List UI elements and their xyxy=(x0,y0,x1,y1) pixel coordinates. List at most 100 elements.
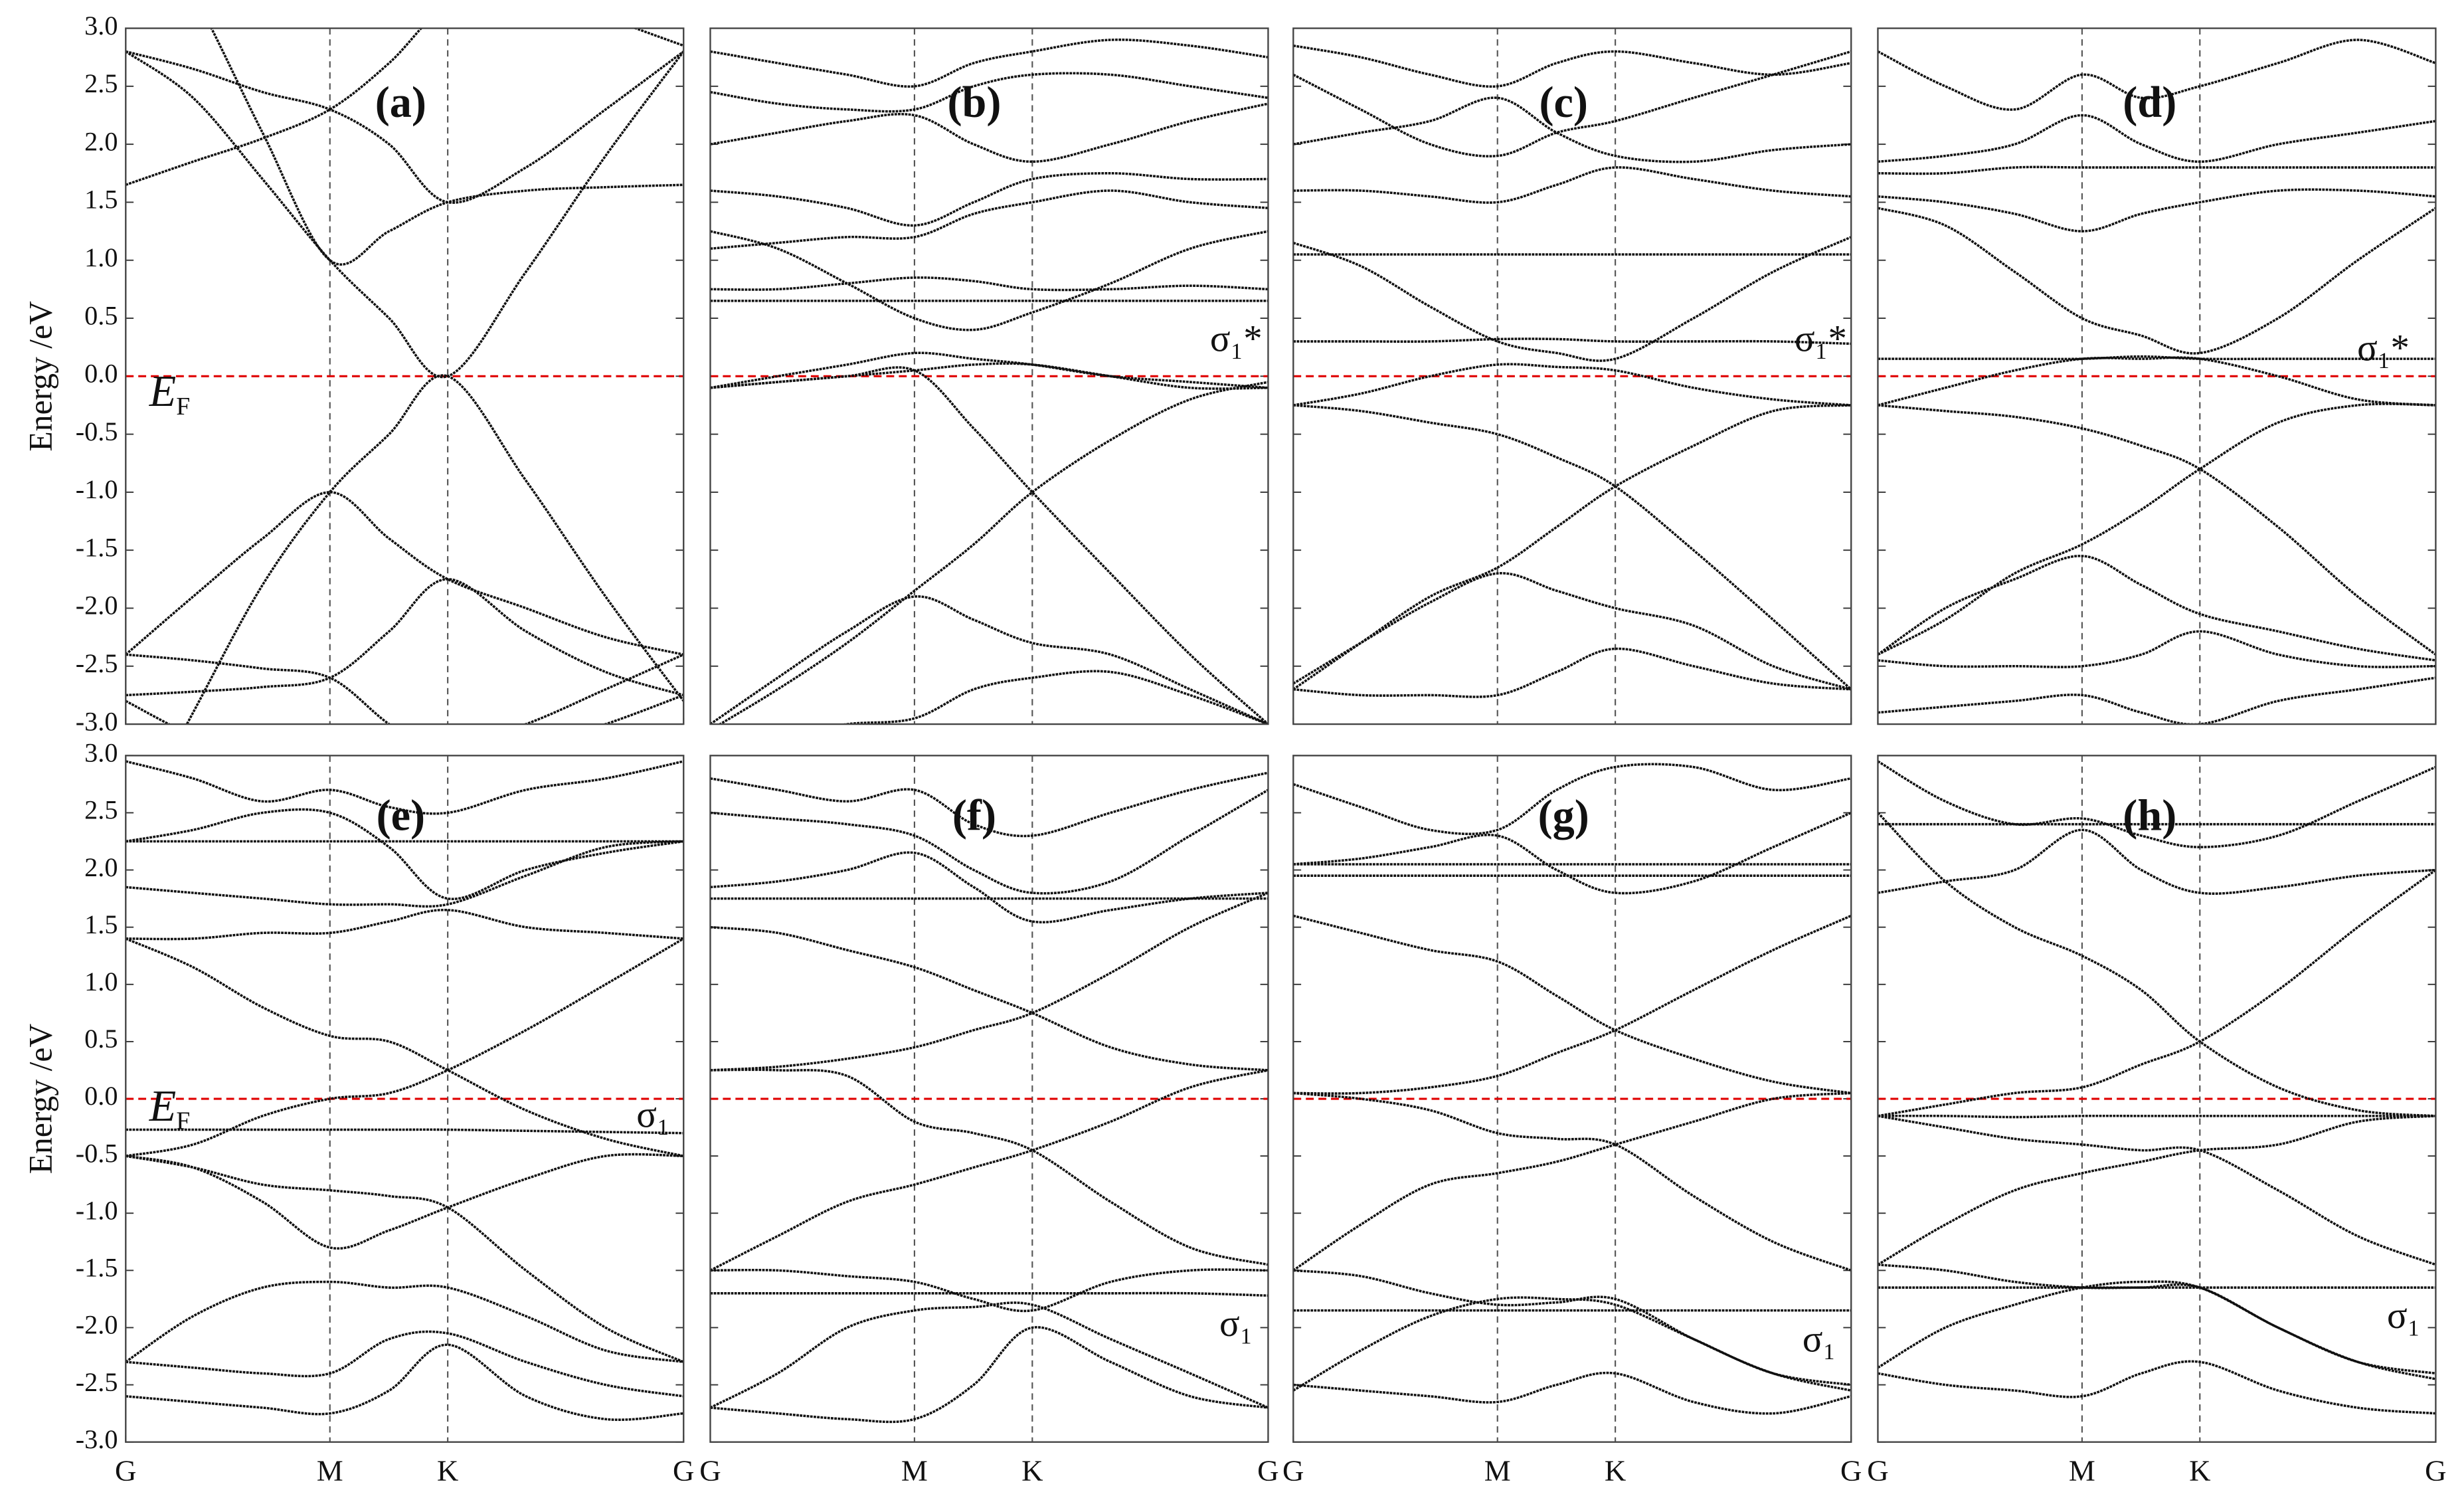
band xyxy=(1878,1114,2436,1119)
band xyxy=(126,937,684,1157)
band xyxy=(710,1291,1269,1297)
band xyxy=(1878,114,2436,163)
annotation: σ₁* xyxy=(2357,328,2410,369)
band xyxy=(1293,572,1852,691)
y-axis-title: Energy /eV xyxy=(23,1024,59,1175)
band xyxy=(126,578,684,697)
band xyxy=(710,1069,1269,1272)
band xyxy=(126,840,684,908)
annotation-text: σ₁ xyxy=(1803,1319,1836,1361)
x-tick-label: K xyxy=(1605,1454,1626,1487)
bands xyxy=(710,771,1269,1424)
band xyxy=(126,1153,684,1250)
band xyxy=(710,1268,1269,1313)
x-tick-label: M xyxy=(2069,1454,2095,1487)
band xyxy=(126,50,684,379)
y-tick-label: 2.5 xyxy=(84,68,118,98)
band xyxy=(1293,45,1852,88)
y-tick-label: -0.5 xyxy=(76,417,118,446)
panel-label: (e) xyxy=(377,792,426,840)
y-axis-title: Energy /eV xyxy=(23,301,59,452)
band xyxy=(1293,404,1852,691)
y-tick-label: 0.0 xyxy=(84,1081,118,1111)
band xyxy=(710,851,1269,923)
band xyxy=(126,1343,684,1421)
band xyxy=(126,937,684,1157)
y-tick-label: 2.0 xyxy=(84,852,118,882)
band xyxy=(710,351,1269,389)
band xyxy=(126,50,684,204)
band xyxy=(710,925,1269,1072)
bands xyxy=(126,760,684,1421)
y-tick-label: 3.0 xyxy=(84,11,118,41)
band xyxy=(1293,166,1852,204)
band xyxy=(710,366,1269,725)
band xyxy=(1878,188,2436,233)
annotation-text: σ₁* xyxy=(2357,328,2410,369)
band xyxy=(126,1155,684,1363)
band xyxy=(126,653,684,725)
panel: (d) σ₁* xyxy=(1877,27,2437,725)
band xyxy=(710,1301,1269,1409)
panel-label: (f) xyxy=(952,792,996,840)
band xyxy=(710,189,1269,250)
y-tick-label: 1.0 xyxy=(84,242,118,272)
band xyxy=(710,362,1269,390)
band xyxy=(838,670,1269,725)
panel-frame xyxy=(709,27,1269,725)
band xyxy=(1878,630,2436,668)
y-tick-label: 3.0 xyxy=(84,738,118,768)
band xyxy=(1878,1115,2436,1266)
band xyxy=(1293,404,1852,691)
annotation: σ₁ xyxy=(1219,1303,1253,1345)
x-tick-label: M xyxy=(317,1454,343,1487)
band xyxy=(1878,869,2436,1117)
band xyxy=(1293,1091,1852,1272)
bands xyxy=(1293,45,1852,698)
band xyxy=(1878,1280,2436,1380)
panel: G M K G (g) σ₁ xyxy=(1282,755,1862,1487)
y-tick-label: -3.0 xyxy=(76,1424,118,1454)
band xyxy=(710,39,1269,88)
y-tick-label: 1.5 xyxy=(84,909,118,939)
annotation: σ₁ xyxy=(636,1094,669,1136)
band xyxy=(1293,1296,1852,1392)
panel: G M K G (f) σ₁ xyxy=(699,755,1279,1487)
y-tick-label: -2.0 xyxy=(76,591,118,620)
x-tick-label: K xyxy=(437,1454,458,1487)
panel: (b) σ₁* xyxy=(709,27,1269,725)
band xyxy=(126,1280,684,1363)
annotation: EF xyxy=(149,1082,191,1135)
bands xyxy=(126,28,684,725)
band xyxy=(710,230,1269,331)
panel-frame xyxy=(1877,755,2437,1443)
annotation-subscript: F xyxy=(176,1107,190,1135)
annotation-subscript: F xyxy=(176,392,190,420)
annotation-text: σ₁ xyxy=(2387,1295,2420,1337)
band xyxy=(1878,39,2436,111)
band xyxy=(1293,363,1852,407)
band xyxy=(1878,403,2436,656)
band xyxy=(1878,676,2436,725)
x-tick-label: K xyxy=(1021,1454,1043,1487)
y-tick-label: -2.5 xyxy=(76,648,118,678)
band xyxy=(1878,1360,2436,1415)
x-tick-label: G xyxy=(699,1454,721,1487)
band xyxy=(710,172,1269,227)
y-tick-label: -1.0 xyxy=(76,474,118,504)
bands xyxy=(1878,760,2436,1415)
x-tick-label: G xyxy=(1867,1454,1888,1487)
panel-label: (d) xyxy=(2123,78,2176,127)
band xyxy=(1878,555,2436,662)
annotation: EF xyxy=(149,367,191,420)
band xyxy=(1293,337,1852,345)
y-tick-label: -1.5 xyxy=(76,1253,118,1283)
panel: G M K G (h) σ₁ xyxy=(1867,755,2447,1487)
band xyxy=(126,760,684,815)
band xyxy=(710,1326,1269,1424)
band xyxy=(1878,828,2436,895)
y-tick-label: 0.5 xyxy=(84,300,118,330)
annotation-text: E xyxy=(149,367,176,416)
annotation: σ₁* xyxy=(1795,318,1847,360)
